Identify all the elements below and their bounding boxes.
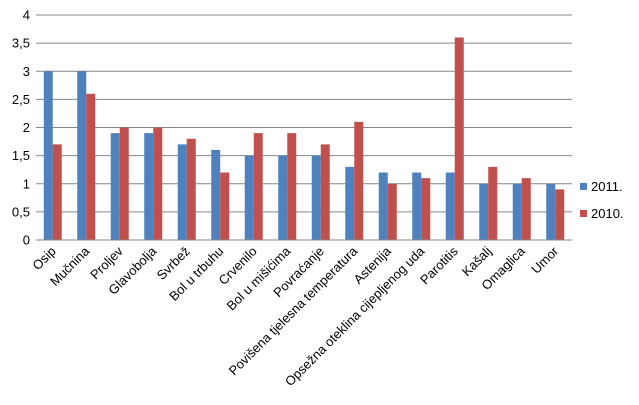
x-tick-label: Umor [528,243,562,277]
bar-2011-0 [43,71,53,240]
y-axis-ticks: 0 0,5 1 1,5 2 2,5 3 3,5 4 [12,8,30,248]
bar-2010-8 [320,144,330,240]
bar-2010-13 [488,166,498,240]
bar-2010-10 [387,183,397,240]
legend-label: 2010. [591,206,624,221]
y-tick-label: 0 [23,233,30,248]
bar-2011-3 [144,133,154,240]
bar-2011-1 [77,71,87,240]
bar-2010-12 [454,37,464,240]
bar-2010-11 [421,178,431,240]
bar-2010-15 [555,189,565,240]
legend-label: 2011. [591,179,623,194]
bar-2010-3 [153,127,163,240]
y-tick-label: 2 [23,120,30,135]
bar-2011-14 [512,183,522,240]
y-tick-label: 1,5 [12,148,30,163]
bar-2010-9 [354,121,364,240]
legend-swatch [580,210,587,217]
bar-2010-14 [521,178,531,240]
bar-2010-0 [52,144,62,240]
bar-2011-15 [546,183,556,240]
bar-2011-11 [412,172,422,240]
y-tick-label: 1 [23,176,30,191]
bar-2011-7 [278,155,288,240]
legend-swatch [580,183,587,190]
bar-2011-10 [378,172,388,240]
y-tick-label: 4 [23,8,30,23]
bar-2010-6 [253,133,263,240]
bar-2011-5 [211,150,221,240]
y-tick-label: 0,5 [12,204,30,219]
bar-2011-2 [110,133,120,240]
bars [43,37,565,240]
bar-2010-2 [119,127,129,240]
x-tick-label: Osip [29,244,59,274]
x-tick-label: Parotitis [417,243,461,287]
bar-2010-1 [86,93,96,240]
bar-2011-6 [244,155,254,240]
y-tick-label: 2,5 [12,92,30,107]
bar-2011-12 [445,172,455,240]
y-tick-label: 3,5 [12,36,30,51]
bar-2011-4 [177,144,187,240]
bar-2011-13 [479,183,489,240]
bar-2010-7 [287,133,297,240]
bar-2010-5 [220,172,230,240]
bar-2010-4 [186,138,196,240]
bar-2011-8 [311,155,321,240]
y-tick-label: 3 [23,64,30,79]
legend: 2011. 2010. [580,179,624,221]
bar-2011-9 [345,166,355,240]
